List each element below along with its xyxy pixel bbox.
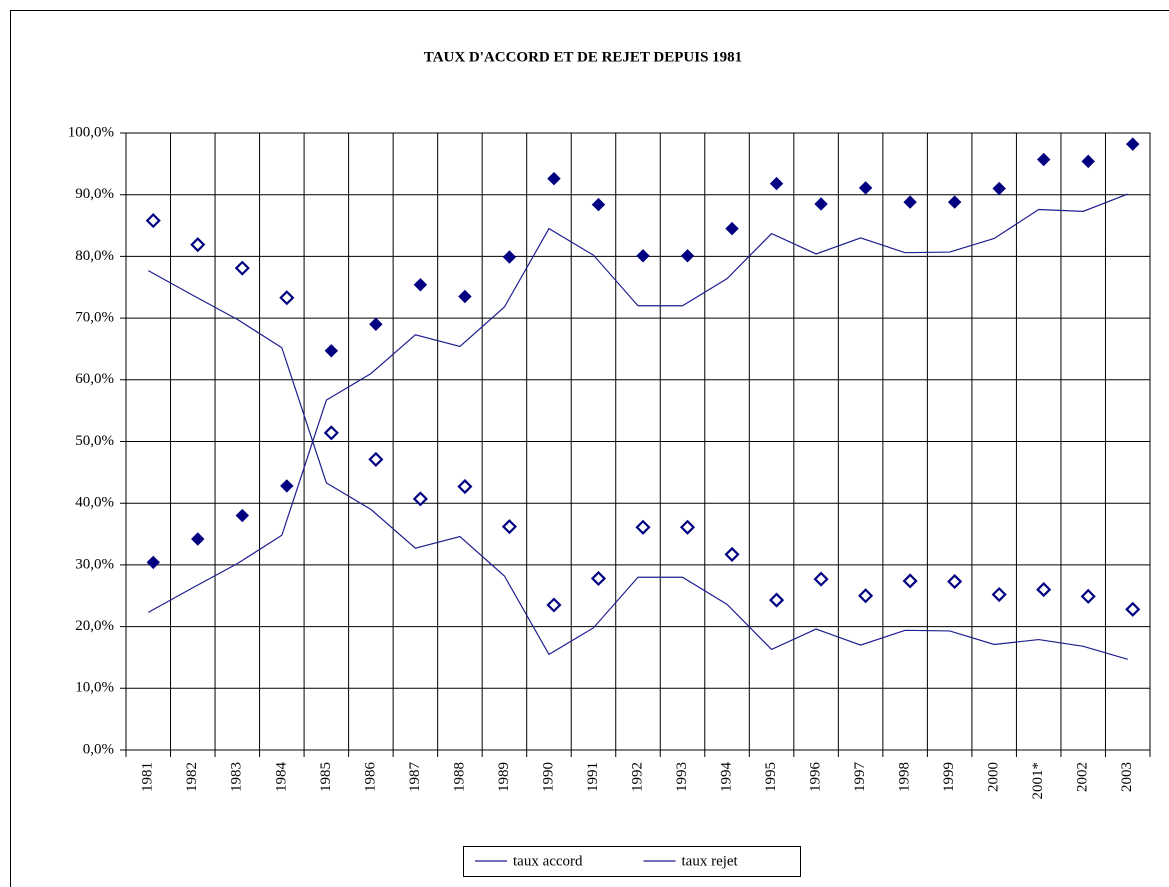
x-tick-label: 1991 — [585, 762, 601, 792]
open-marker — [190, 237, 206, 253]
x-tick-label: 2001* — [1030, 762, 1046, 800]
filled-marker — [858, 181, 873, 195]
open-marker — [769, 592, 785, 608]
open-marker — [323, 425, 339, 441]
open-marker — [412, 491, 428, 507]
plot-frame — [125, 132, 1151, 751]
y-tick-label: 30,0% — [75, 556, 114, 572]
open-marker — [457, 478, 473, 495]
x-tick-label: 1986 — [362, 762, 378, 793]
open-marker — [546, 597, 562, 613]
open-marker — [501, 519, 517, 535]
x-tick-label: 1993 — [674, 762, 690, 792]
filled-marker — [591, 197, 606, 212]
open-marker — [1125, 601, 1141, 617]
open-marker — [724, 546, 740, 562]
chart-title: TAUX D'ACCORD ET DE REJET DEPUIS 1981 — [424, 49, 742, 65]
open-marker — [145, 213, 161, 229]
x-tick-label: 1994 — [718, 762, 734, 793]
chart-border — [10, 10, 1169, 887]
x-tick-label: 1990 — [540, 762, 556, 792]
x-tick-label: 1983 — [229, 762, 245, 792]
open-marker — [590, 570, 607, 587]
filled-marker — [413, 278, 428, 292]
filled-marker — [680, 249, 695, 263]
filled-marker — [636, 249, 650, 263]
x-tick-label: 1981 — [140, 762, 156, 792]
open-marker — [1080, 588, 1096, 604]
open-marker — [679, 519, 696, 535]
y-tick-label: 60,0% — [75, 371, 114, 387]
y-tick-label: 90,0% — [75, 186, 114, 202]
x-tick-label: 1999 — [941, 762, 957, 792]
filled-marker — [947, 195, 962, 209]
filled-marker — [235, 508, 250, 523]
filled-marker — [814, 197, 828, 211]
y-tick-label: 50,0% — [75, 433, 114, 449]
x-tick-label: 1987 — [407, 762, 423, 793]
open-marker — [902, 573, 918, 589]
filled-marker — [280, 479, 294, 493]
open-marker — [991, 586, 1007, 603]
open-marker — [635, 519, 651, 535]
open-marker — [234, 260, 250, 276]
y-tick-label: 20,0% — [75, 618, 114, 634]
x-tick-label: 1996 — [808, 762, 824, 793]
filled-marker — [502, 250, 517, 264]
series-line — [147, 193, 1128, 613]
legend-label: taux rejet — [682, 853, 739, 869]
y-tick-label: 10,0% — [75, 680, 114, 696]
filled-marker — [725, 221, 739, 236]
x-tick-label: 1985 — [318, 762, 334, 792]
x-tick-label: 1989 — [496, 762, 512, 792]
y-tick-label: 100,0% — [68, 124, 114, 140]
open-marker — [947, 574, 963, 590]
filled-marker — [992, 181, 1006, 196]
filled-marker — [191, 532, 205, 546]
open-marker — [279, 290, 295, 306]
filled-marker — [1036, 152, 1051, 167]
x-tick-label: 1997 — [852, 762, 868, 793]
filled-marker — [547, 171, 561, 186]
x-tick-label: 2003 — [1119, 762, 1135, 792]
y-tick-label: 80,0% — [75, 248, 114, 264]
x-tick-label: 1992 — [629, 762, 645, 792]
filled-marker — [324, 344, 339, 358]
filled-marker — [769, 176, 784, 191]
legend-label: taux accord — [513, 853, 583, 869]
x-tick-label: 2002 — [1075, 762, 1091, 792]
x-tick-label: 1984 — [273, 762, 289, 793]
x-tick-label: 1995 — [763, 762, 779, 792]
y-tick-label: 40,0% — [75, 495, 114, 511]
legend-box — [463, 846, 801, 877]
open-marker — [858, 588, 874, 604]
filled-marker — [1126, 137, 1140, 151]
filled-marker — [146, 555, 160, 570]
open-marker — [813, 571, 829, 587]
x-tick-label: 1998 — [897, 762, 913, 792]
filled-marker — [458, 289, 472, 304]
filled-marker — [369, 317, 383, 331]
filled-marker — [1081, 154, 1095, 169]
open-marker — [368, 451, 384, 467]
series-line — [147, 270, 1128, 660]
x-tick-label: 1988 — [451, 762, 467, 792]
y-tick-label: 0,0% — [83, 741, 114, 757]
filled-marker — [903, 195, 917, 209]
y-tick-label: 70,0% — [75, 310, 114, 326]
x-tick-label: 2000 — [986, 762, 1002, 792]
open-marker — [1036, 582, 1052, 598]
x-tick-label: 1982 — [184, 762, 200, 792]
